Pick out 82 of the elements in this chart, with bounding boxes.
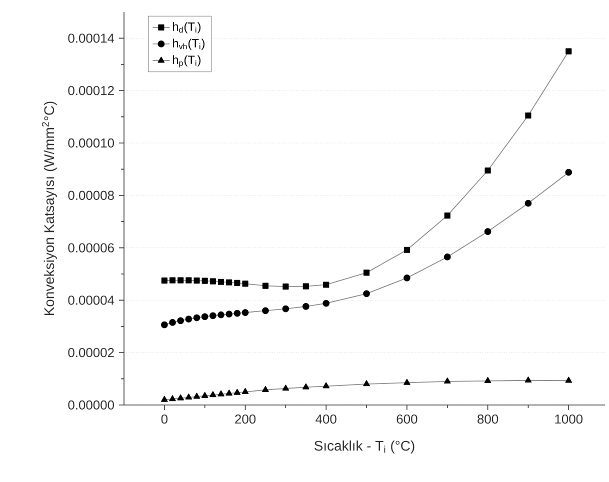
y-tick-label: 0.00012 bbox=[68, 86, 114, 96]
point bbox=[218, 311, 224, 318]
point bbox=[262, 282, 269, 289]
point bbox=[404, 246, 410, 253]
point bbox=[262, 386, 269, 392]
x-tick-label: 200 bbox=[235, 414, 256, 424]
point bbox=[565, 376, 572, 383]
y-tick-label: 0.00000 bbox=[68, 400, 114, 410]
point bbox=[566, 48, 572, 54]
point bbox=[484, 167, 491, 174]
point bbox=[524, 376, 532, 383]
y-axis-title: Konveksiyon Katsayısı (W/mm$^{2}$°C) bbox=[42, 102, 57, 316]
point bbox=[363, 290, 370, 298]
x-tick-label: 800 bbox=[478, 414, 498, 424]
point bbox=[323, 282, 330, 288]
point bbox=[185, 316, 192, 322]
x-tick-label: 0 bbox=[161, 414, 168, 424]
point bbox=[226, 390, 232, 396]
point bbox=[218, 390, 224, 396]
point bbox=[242, 280, 248, 287]
point bbox=[185, 394, 192, 400]
point bbox=[484, 377, 492, 384]
point bbox=[282, 305, 290, 312]
point bbox=[322, 300, 330, 307]
point bbox=[302, 303, 310, 310]
point bbox=[242, 309, 249, 316]
point bbox=[209, 312, 216, 320]
point bbox=[161, 278, 168, 284]
x-tick-label: 400 bbox=[316, 414, 336, 424]
point bbox=[202, 278, 208, 284]
y-tick-label: 0.00004 bbox=[68, 296, 114, 305]
point bbox=[444, 212, 450, 219]
point bbox=[226, 310, 233, 318]
point bbox=[177, 317, 184, 324]
y-tick-label: 0.00014 bbox=[68, 34, 114, 43]
point bbox=[322, 382, 330, 388]
point bbox=[169, 277, 176, 284]
point bbox=[404, 378, 410, 385]
point bbox=[524, 200, 532, 207]
point bbox=[161, 396, 168, 402]
point bbox=[282, 384, 290, 391]
point bbox=[160, 321, 168, 328]
point bbox=[282, 284, 289, 290]
x-tick-label: 600 bbox=[396, 414, 418, 424]
point bbox=[169, 395, 176, 402]
point bbox=[242, 388, 249, 394]
x-tick-label: 1000 bbox=[555, 414, 583, 424]
y-tick-label: 0.00010 bbox=[68, 138, 114, 148]
point bbox=[178, 277, 184, 284]
point bbox=[169, 319, 176, 326]
point bbox=[302, 283, 309, 290]
point bbox=[234, 280, 240, 286]
point bbox=[226, 279, 232, 286]
point bbox=[210, 278, 216, 284]
point bbox=[201, 313, 208, 320]
legend-label: h$_{d}$(T$_{i}$) bbox=[172, 22, 200, 34]
point bbox=[404, 274, 410, 282]
point bbox=[210, 391, 216, 398]
point bbox=[525, 112, 532, 119]
point bbox=[363, 380, 370, 386]
x-axis-title: Sıcaklık - T$_{i}$ (°C) bbox=[314, 440, 414, 454]
point bbox=[177, 394, 184, 400]
point bbox=[234, 310, 241, 317]
point bbox=[484, 228, 492, 235]
point bbox=[302, 383, 310, 390]
point bbox=[218, 278, 224, 285]
point bbox=[363, 270, 370, 276]
legend-label: h$_{p}$(T$_{i}$) bbox=[172, 55, 200, 68]
point bbox=[444, 378, 451, 384]
point bbox=[194, 278, 200, 284]
y-tick-label: 0.00002 bbox=[68, 348, 114, 358]
point bbox=[444, 254, 451, 260]
point bbox=[201, 392, 208, 398]
y-tick-label: 0.00006 bbox=[68, 243, 114, 252]
point bbox=[193, 314, 200, 322]
point bbox=[234, 388, 241, 395]
point bbox=[193, 392, 200, 399]
legend-label: h$_{vh}$(T$_{i}$) bbox=[172, 38, 204, 50]
y-tick-label: 0.00008 bbox=[68, 190, 114, 200]
point bbox=[186, 277, 192, 284]
point bbox=[565, 168, 572, 176]
point bbox=[262, 307, 269, 314]
